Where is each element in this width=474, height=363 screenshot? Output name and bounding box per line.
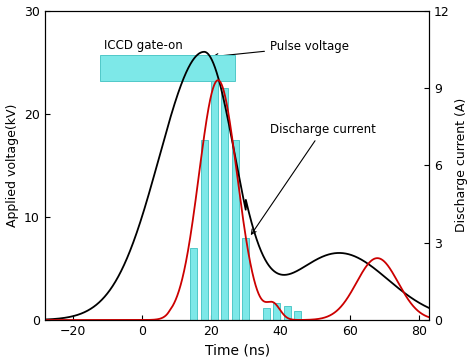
Text: Discharge current: Discharge current — [251, 123, 376, 234]
Bar — [221, 88, 228, 320]
Bar — [242, 237, 249, 320]
Text: Pulse voltage: Pulse voltage — [213, 40, 349, 58]
Bar — [232, 139, 239, 320]
Bar — [263, 309, 270, 320]
Bar — [211, 80, 218, 320]
Y-axis label: Applied voltage(kV): Applied voltage(kV) — [6, 103, 18, 227]
Y-axis label: Discharge current (A): Discharge current (A) — [456, 98, 468, 232]
Bar — [284, 306, 291, 320]
Bar — [100, 55, 235, 81]
X-axis label: Time (ns): Time (ns) — [204, 343, 270, 358]
Bar — [294, 311, 301, 320]
Bar — [273, 303, 280, 320]
Bar — [201, 139, 208, 320]
Bar — [190, 248, 197, 320]
Text: ICCD gate-on: ICCD gate-on — [104, 39, 182, 52]
